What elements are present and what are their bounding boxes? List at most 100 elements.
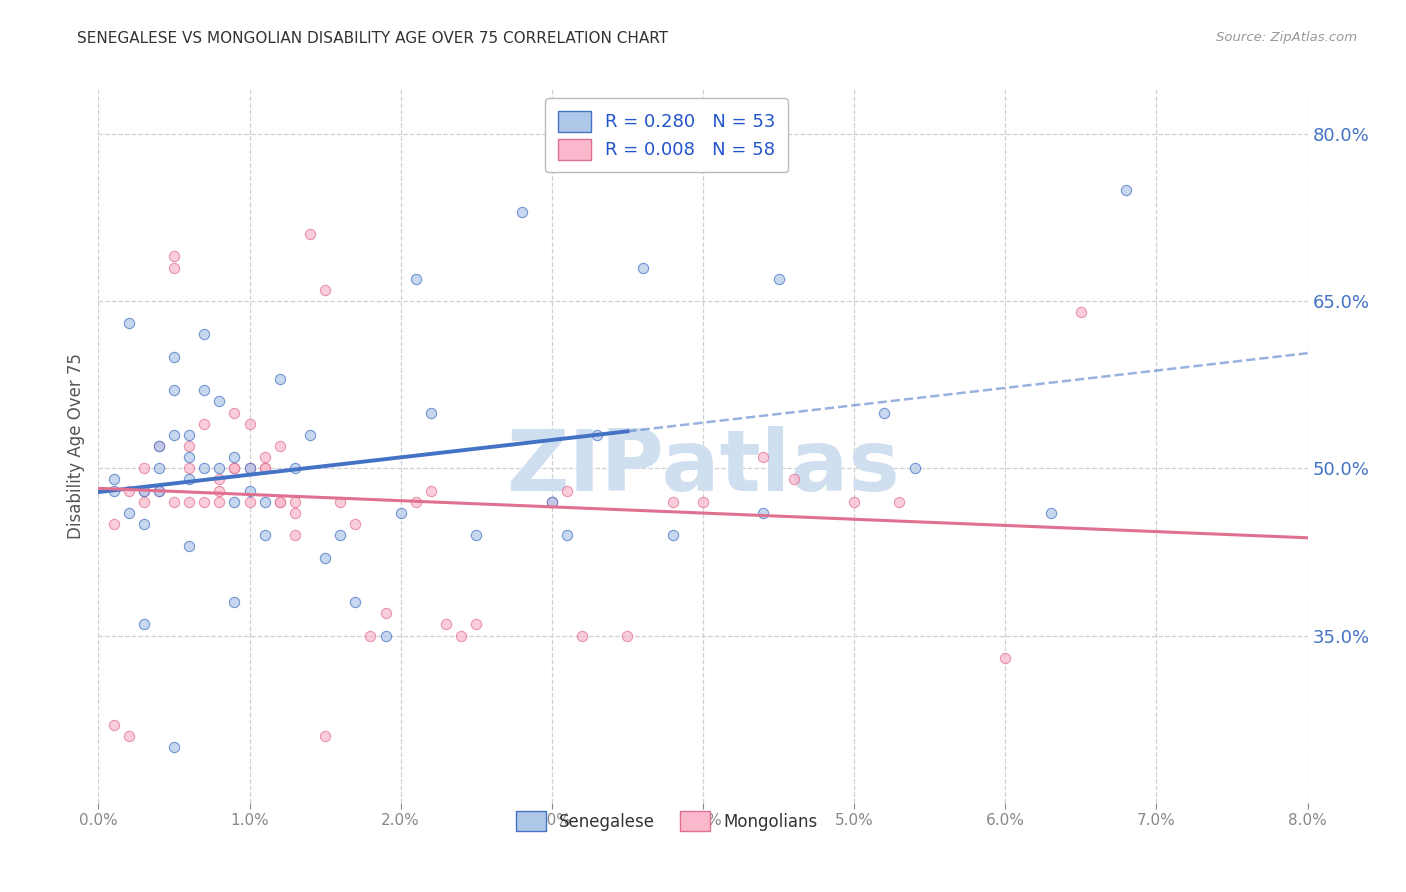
Point xyxy=(224,405,246,419)
Point xyxy=(148,483,170,498)
Point xyxy=(844,494,866,508)
Point xyxy=(179,439,201,453)
Point xyxy=(163,740,186,755)
Point xyxy=(224,450,246,464)
Point xyxy=(783,472,806,486)
Point xyxy=(132,483,155,498)
Point xyxy=(179,427,201,442)
Point xyxy=(179,472,201,486)
Point xyxy=(208,494,231,508)
Point xyxy=(118,483,141,498)
Point xyxy=(239,494,262,508)
Point xyxy=(284,461,307,475)
Point xyxy=(163,384,186,398)
Point xyxy=(284,528,307,542)
Point xyxy=(344,516,367,531)
Text: SENEGALESE VS MONGOLIAN DISABILITY AGE OVER 75 CORRELATION CHART: SENEGALESE VS MONGOLIAN DISABILITY AGE O… xyxy=(77,31,668,46)
Point xyxy=(118,729,141,743)
Point xyxy=(299,427,322,442)
Point xyxy=(253,494,276,508)
Point xyxy=(132,516,155,531)
Point xyxy=(193,494,215,508)
Point xyxy=(571,628,593,642)
Point xyxy=(193,327,215,342)
Point xyxy=(148,439,170,453)
Point xyxy=(163,350,186,364)
Point xyxy=(224,461,246,475)
Point xyxy=(103,516,125,531)
Legend: Senegalese, Mongolians: Senegalese, Mongolians xyxy=(509,805,824,838)
Point xyxy=(752,506,775,520)
Point xyxy=(284,494,307,508)
Point xyxy=(163,494,186,508)
Point xyxy=(208,394,231,409)
Point xyxy=(253,461,276,475)
Point xyxy=(1070,305,1092,319)
Point xyxy=(465,617,488,632)
Point xyxy=(586,427,609,442)
Point xyxy=(193,384,215,398)
Point xyxy=(434,617,457,632)
Point xyxy=(208,472,231,486)
Point xyxy=(465,528,488,542)
Point xyxy=(1039,506,1062,520)
Point xyxy=(163,260,186,275)
Point xyxy=(540,494,562,508)
Point xyxy=(360,628,382,642)
Point xyxy=(510,204,533,219)
Point xyxy=(163,249,186,263)
Point xyxy=(873,405,896,419)
Point xyxy=(329,528,352,542)
Point xyxy=(269,439,291,453)
Text: ZIPatlas: ZIPatlas xyxy=(506,425,900,509)
Point xyxy=(299,227,322,241)
Point xyxy=(179,461,201,475)
Point xyxy=(904,461,927,475)
Point xyxy=(661,494,683,508)
Point xyxy=(253,461,276,475)
Point xyxy=(239,417,262,431)
Point xyxy=(374,607,396,621)
Point xyxy=(224,595,246,609)
Point xyxy=(994,651,1017,665)
Point xyxy=(224,494,246,508)
Point xyxy=(118,316,141,330)
Point xyxy=(314,729,336,743)
Point xyxy=(163,427,186,442)
Y-axis label: Disability Age Over 75: Disability Age Over 75 xyxy=(66,353,84,539)
Point xyxy=(889,494,911,508)
Point xyxy=(179,539,201,553)
Point xyxy=(269,372,291,386)
Point xyxy=(148,483,170,498)
Point xyxy=(253,450,276,464)
Point xyxy=(344,595,367,609)
Point xyxy=(768,271,790,285)
Point xyxy=(314,550,336,565)
Point xyxy=(132,483,155,498)
Point xyxy=(692,494,714,508)
Point xyxy=(253,528,276,542)
Point xyxy=(103,483,125,498)
Point xyxy=(540,494,562,508)
Point xyxy=(239,461,262,475)
Point xyxy=(420,405,443,419)
Point xyxy=(450,628,472,642)
Point xyxy=(374,628,396,642)
Point xyxy=(555,528,578,542)
Point xyxy=(132,461,155,475)
Point xyxy=(1115,182,1137,196)
Point xyxy=(193,417,215,431)
Point xyxy=(118,506,141,520)
Point xyxy=(284,506,307,520)
Point xyxy=(405,271,427,285)
Point xyxy=(103,717,125,731)
Point xyxy=(179,494,201,508)
Point xyxy=(132,617,155,632)
Point xyxy=(148,461,170,475)
Point xyxy=(148,439,170,453)
Point xyxy=(193,461,215,475)
Point xyxy=(269,494,291,508)
Point xyxy=(179,450,201,464)
Point xyxy=(239,483,262,498)
Point xyxy=(752,450,775,464)
